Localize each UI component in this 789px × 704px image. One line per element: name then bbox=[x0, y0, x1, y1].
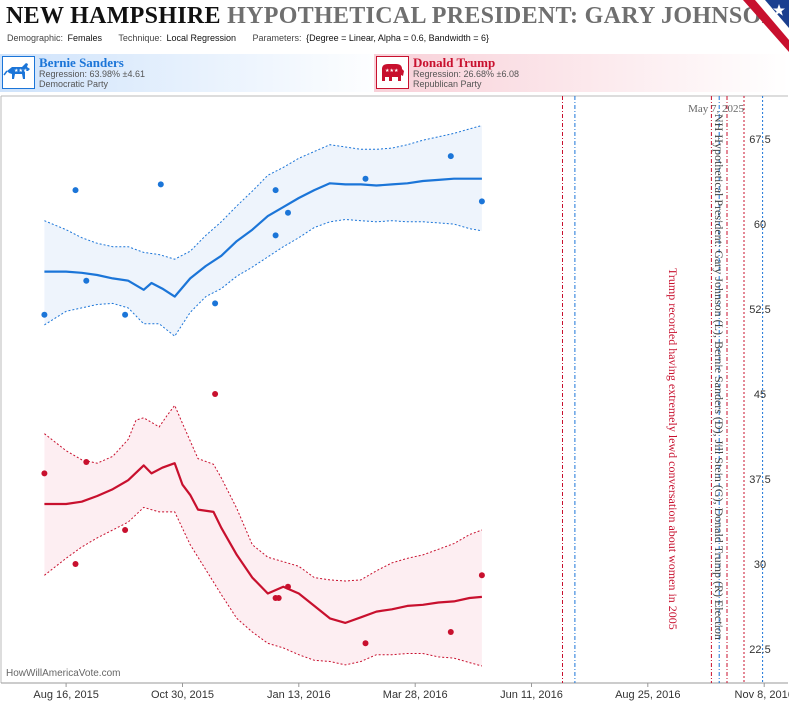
poll-point-trump bbox=[285, 583, 291, 590]
side-title: NH Hypothetical President: Gary Johnson … bbox=[712, 114, 726, 640]
candidate-regression-sanders: Regression: 63.98% ±4.61 bbox=[39, 69, 146, 79]
title-state: NEW HAMPSHIRE bbox=[6, 3, 221, 29]
title-rest: HYPOTHETICAL PRESIDENT: GARY JOHNSON bbox=[227, 3, 780, 29]
svg-text:★★★: ★★★ bbox=[14, 68, 28, 74]
x-tick-label: Nov 8, 2016 bbox=[735, 689, 789, 701]
demographic-label: Demographic: bbox=[7, 33, 64, 43]
poll-point-trump bbox=[362, 640, 369, 647]
svg-text:★★★: ★★★ bbox=[385, 68, 399, 74]
poll-point-trump bbox=[72, 561, 79, 567]
parameters-value: {Degree = Linear, Alpha = 0.6, Bandwidth… bbox=[306, 33, 489, 43]
poll-point-sanders bbox=[157, 181, 164, 188]
y-tick-label: 60 bbox=[754, 219, 766, 231]
poll-point-sanders bbox=[285, 209, 291, 216]
x-tick-label: Mar 28, 2016 bbox=[383, 689, 448, 701]
demographic-value: Females bbox=[67, 33, 103, 43]
x-tick-label: Aug 25, 2016 bbox=[615, 689, 680, 701]
candidate-party-trump: Republican Party bbox=[413, 79, 482, 89]
date-label: May 7, 2025 bbox=[688, 103, 744, 115]
event-lines bbox=[562, 96, 764, 683]
candidate-name-sanders: Bernie Sanders bbox=[39, 55, 124, 70]
chart-header: NEW HAMPSHIRE HYPOTHETICAL PRESIDENT: GA… bbox=[0, 0, 789, 52]
upper-bound-line-sanders bbox=[44, 125, 483, 260]
trend-line-trump bbox=[44, 462, 482, 625]
watermark: HowWillAmericaVote.com bbox=[6, 668, 121, 679]
poll-point-trump bbox=[212, 391, 219, 397]
x-tick-label: Aug 16, 2015 bbox=[33, 689, 98, 701]
poll-point-sanders bbox=[272, 187, 279, 194]
chart-parameters: Demographic: Females Technique: Local Re… bbox=[7, 33, 503, 43]
legend-item-sanders: ★★★ Bernie Sanders Regression: 63.98% ±4… bbox=[0, 54, 390, 92]
candidate-regression-trump: Regression: 26.68% ±6.08 bbox=[413, 69, 520, 79]
flag-logo-icon bbox=[743, 0, 789, 52]
upper-bound-line-trump bbox=[44, 404, 483, 582]
technique-value: Local Regression bbox=[166, 33, 237, 43]
poll-point-trump bbox=[478, 572, 485, 579]
confidence-band-sanders bbox=[44, 125, 482, 337]
x-tick-label: Oct 30, 2015 bbox=[151, 689, 214, 701]
parameters-label: Parameters: bbox=[252, 33, 302, 43]
poll-point-sanders bbox=[447, 153, 454, 160]
donkey-icon: ★★★ bbox=[2, 56, 35, 89]
y-tick-label: 22.5 bbox=[749, 644, 770, 656]
y-tick-label: 37.5 bbox=[749, 474, 770, 486]
poll-point-trump bbox=[447, 629, 454, 635]
y-axis-ticks: 22.5 30 37.5 45 52.5 60 67.5 bbox=[749, 134, 770, 656]
y-tick-label: 45 bbox=[754, 389, 766, 401]
poll-point-sanders bbox=[122, 311, 129, 318]
poll-point-sanders bbox=[272, 232, 279, 239]
technique-label: Technique: bbox=[118, 33, 162, 43]
poll-point-trump bbox=[275, 595, 282, 601]
x-axis-ticks: Aug 16, 2015 Oct 30, 2015 Jan 13, 2016 Mar … bbox=[33, 683, 789, 701]
poll-point-sanders bbox=[72, 187, 79, 194]
poll-point-sanders bbox=[362, 175, 369, 182]
candidate-party-sanders: Democratic Party bbox=[39, 79, 109, 89]
elephant-icon: ★★★ bbox=[376, 56, 409, 89]
poll-point-sanders bbox=[83, 277, 90, 284]
trend-lines bbox=[44, 125, 483, 667]
y-tick-label: 67.5 bbox=[749, 134, 770, 146]
x-tick-label: Jan 13, 2016 bbox=[267, 689, 331, 701]
poll-point-sanders bbox=[478, 198, 485, 205]
candidate-name-trump: Donald Trump bbox=[413, 55, 496, 70]
poll-point-trump bbox=[41, 470, 48, 477]
candidate-legend: ★★★ Bernie Sanders Regression: 63.98% ±4… bbox=[0, 54, 789, 94]
confidence-bands bbox=[44, 125, 482, 666]
data-points bbox=[41, 153, 485, 647]
poll-point-sanders bbox=[41, 311, 48, 318]
lower-bound-line-trump bbox=[44, 506, 483, 667]
confidence-band-trump bbox=[44, 405, 482, 666]
x-tick-label: Jun 11, 2016 bbox=[500, 689, 563, 701]
poll-point-sanders bbox=[212, 300, 219, 307]
poll-point-trump bbox=[83, 459, 90, 465]
y-tick-label: 30 bbox=[754, 559, 766, 571]
event-annotation: Trump recorded having extremely lewd con… bbox=[666, 268, 680, 630]
lower-bound-line-sanders bbox=[44, 218, 482, 337]
y-tick-label: 52.5 bbox=[749, 304, 770, 316]
chart-title: NEW HAMPSHIRE HYPOTHETICAL PRESIDENT: GA… bbox=[6, 3, 779, 30]
trend-line-sanders bbox=[44, 177, 482, 298]
poll-point-trump bbox=[122, 527, 129, 533]
legend-item-trump: ★★★ Donald Trump Regression: 26.68% ±6.0… bbox=[374, 54, 789, 92]
